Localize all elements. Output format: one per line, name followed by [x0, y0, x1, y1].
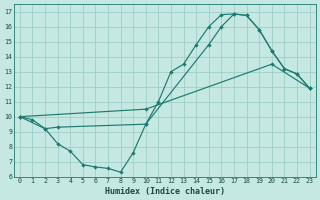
- X-axis label: Humidex (Indice chaleur): Humidex (Indice chaleur): [105, 187, 225, 196]
